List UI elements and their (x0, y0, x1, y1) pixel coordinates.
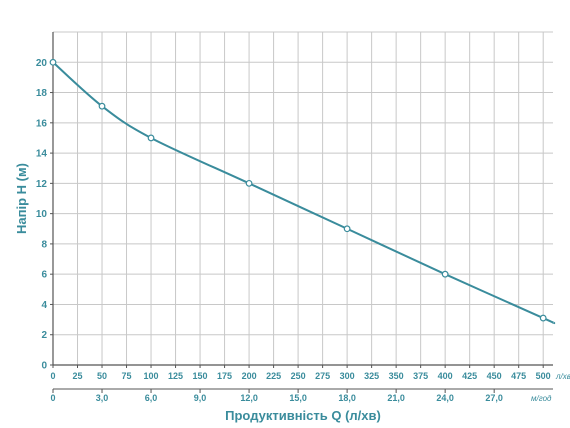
secondary-x-tick-label: 3,0 (96, 393, 109, 403)
axes (52, 32, 553, 390)
y-tick-label: 12 (36, 179, 48, 190)
x-tick-label: 250 (291, 371, 306, 381)
x-tick-label: 500 (536, 371, 551, 381)
x-tick-labels: 0 25 50 75 100 125 150 175 200 225 250 275 300 325 350… (50, 365, 551, 381)
x-tick-label: 300 (340, 371, 355, 381)
y-tick-label: 4 (41, 300, 47, 311)
x-tick-label: 400 (438, 371, 453, 381)
x-tick-label: 100 (144, 371, 159, 381)
secondary-x-tick-label: 12,0 (240, 393, 258, 403)
y-tick-label: 14 (36, 149, 48, 160)
y-tick-label: 6 (41, 270, 47, 281)
grid (52, 31, 553, 366)
secondary-x-tick-label: 9,0 (194, 393, 207, 403)
x-tick-label: 150 (193, 371, 208, 381)
x-tick-label: 375 (413, 371, 428, 381)
data-point (98, 102, 106, 110)
data-point (343, 225, 351, 233)
x-tick-label: 125 (168, 371, 183, 381)
y-tick-label: 16 (36, 118, 48, 129)
x-tick-label: 175 (217, 371, 232, 381)
y-tick-labels: 0 2 4 6 8 10 12 14 16 18 20 (36, 58, 53, 372)
y-tick-label: 2 (41, 330, 47, 341)
x-tick-label: 425 (462, 371, 477, 381)
x-tick-label: 475 (511, 371, 526, 381)
secondary-x-tick-label: 0 (50, 393, 55, 403)
x-tick-label: 225 (266, 371, 281, 381)
secondary-x-tick-label: 6,0 (145, 393, 158, 403)
x-unit-primary: л/хв (555, 372, 570, 381)
secondary-x-tick-label: 15,0 (289, 393, 307, 403)
y-axis-label: Напір H (м) (14, 163, 29, 234)
y-tick-label: 10 (36, 209, 48, 220)
series-line (52, 61, 556, 325)
x-unit-secondary: м/год (531, 394, 552, 403)
data-point (147, 134, 155, 142)
x-tick-label: 25 (73, 371, 83, 381)
secondary-x-tick-label: 27,0 (485, 393, 503, 403)
x-tick-label: 50 (97, 371, 107, 381)
x-tick-label: 450 (487, 371, 502, 381)
y-tick-label: 18 (36, 88, 48, 99)
x-tick-label: 275 (315, 371, 330, 381)
x-tick-label: 0 (50, 371, 55, 381)
y-tick-label: 0 (41, 361, 47, 372)
data-point (49, 58, 57, 66)
data-points (49, 58, 547, 322)
x-tick-label: 200 (242, 371, 257, 381)
x-axis-label: Продуктивність Q (л/хв) (225, 408, 381, 423)
secondary-x-tick-label: 18,0 (338, 393, 356, 403)
data-point (441, 270, 449, 278)
data-point (539, 314, 547, 322)
x-tick-label: 75 (122, 371, 132, 381)
data-point (245, 179, 253, 187)
secondary-x-tick-label: 24,0 (436, 393, 454, 403)
y-tick-label: 20 (36, 58, 48, 69)
x-tick-label: 325 (364, 371, 379, 381)
secondary-x-tick-labels: 0 3,0 6,0 9,0 12,0 15,0 18,0 21,0 24,0 27,0 (50, 389, 503, 403)
x-tick-label: 350 (389, 371, 404, 381)
y-tick-label: 8 (41, 239, 47, 250)
secondary-x-tick-label: 21,0 (387, 393, 405, 403)
